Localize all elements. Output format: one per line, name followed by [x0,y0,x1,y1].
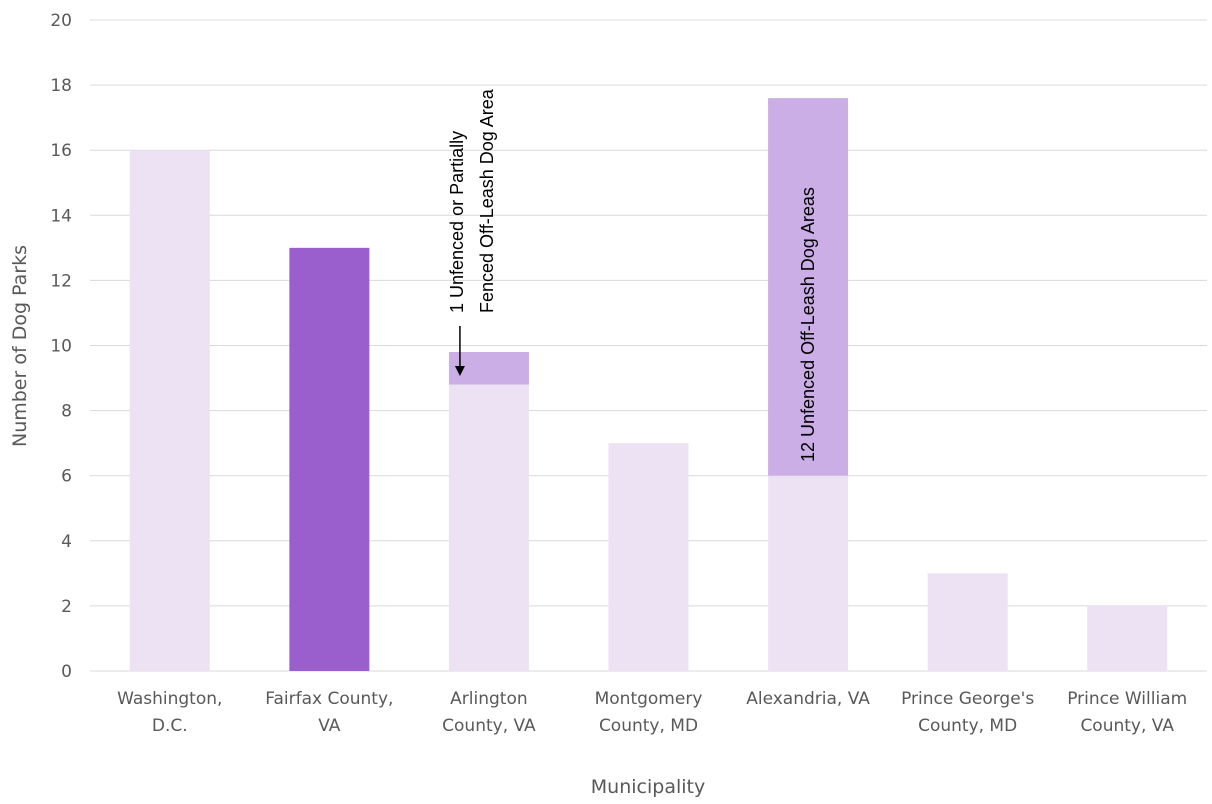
y-tick-label: 12 [50,271,72,291]
y-tick-label: 4 [61,532,72,552]
x-category-label: County, VA [442,716,536,736]
annotation-text: Fenced Off-Leash Dog Area [477,88,497,313]
x-category-label: Prince George's [901,689,1034,709]
y-tick-label: 0 [61,662,72,682]
y-tick-label: 18 [50,76,72,96]
y-tick-label: 10 [50,337,72,357]
bar-segment [927,573,1008,671]
x-category-label: VA [318,716,341,736]
x-category-label: Prince William [1067,689,1187,709]
annotation-text: 12 Unfenced Off-Leash Dog Areas [798,187,818,462]
x-category-label: Alexandria, VA [746,689,870,709]
bar-segment [129,150,210,671]
bar-segment [289,247,370,671]
x-category-label: County, MD [918,716,1017,736]
y-tick-labels: 0 2 4 6 8 10 12 14 16 18 20 [50,11,72,682]
annotation-text: 1 Unfenced or Partially [447,131,467,313]
y-tick-label: 16 [50,141,72,161]
x-category-label: Fairfax County, [265,689,393,709]
x-category-label: County, VA [1080,716,1174,736]
bar-segment [768,98,849,476]
annotations: 1 Unfenced or Partially Fenced Off-Leash … [447,88,818,462]
x-category-label: Arlington [450,689,527,709]
x-category-label: D.C. [152,716,188,736]
x-category-labels: Washington, D.C. Fairfax County, VA Arlingto… [117,689,1187,736]
x-axis-title: Municipality [591,776,705,798]
x-category-label: County, MD [599,716,698,736]
x-category-label: Montgomery [595,689,703,709]
gridlines [90,19,1207,672]
bar-segment [448,352,529,385]
bar-segment [608,443,689,671]
x-category-label: Washington, [117,689,222,709]
bars [129,98,1168,671]
y-axis-title: Number of Dog Parks [9,245,31,447]
y-tick-label: 20 [50,11,72,31]
bar-segment [768,475,849,671]
y-tick-label: 6 [61,467,72,487]
y-tick-label: 8 [61,402,72,422]
y-tick-label: 14 [50,206,72,226]
bar-segment [1087,605,1168,671]
y-tick-label: 2 [61,597,72,617]
bar-segment [448,384,529,671]
